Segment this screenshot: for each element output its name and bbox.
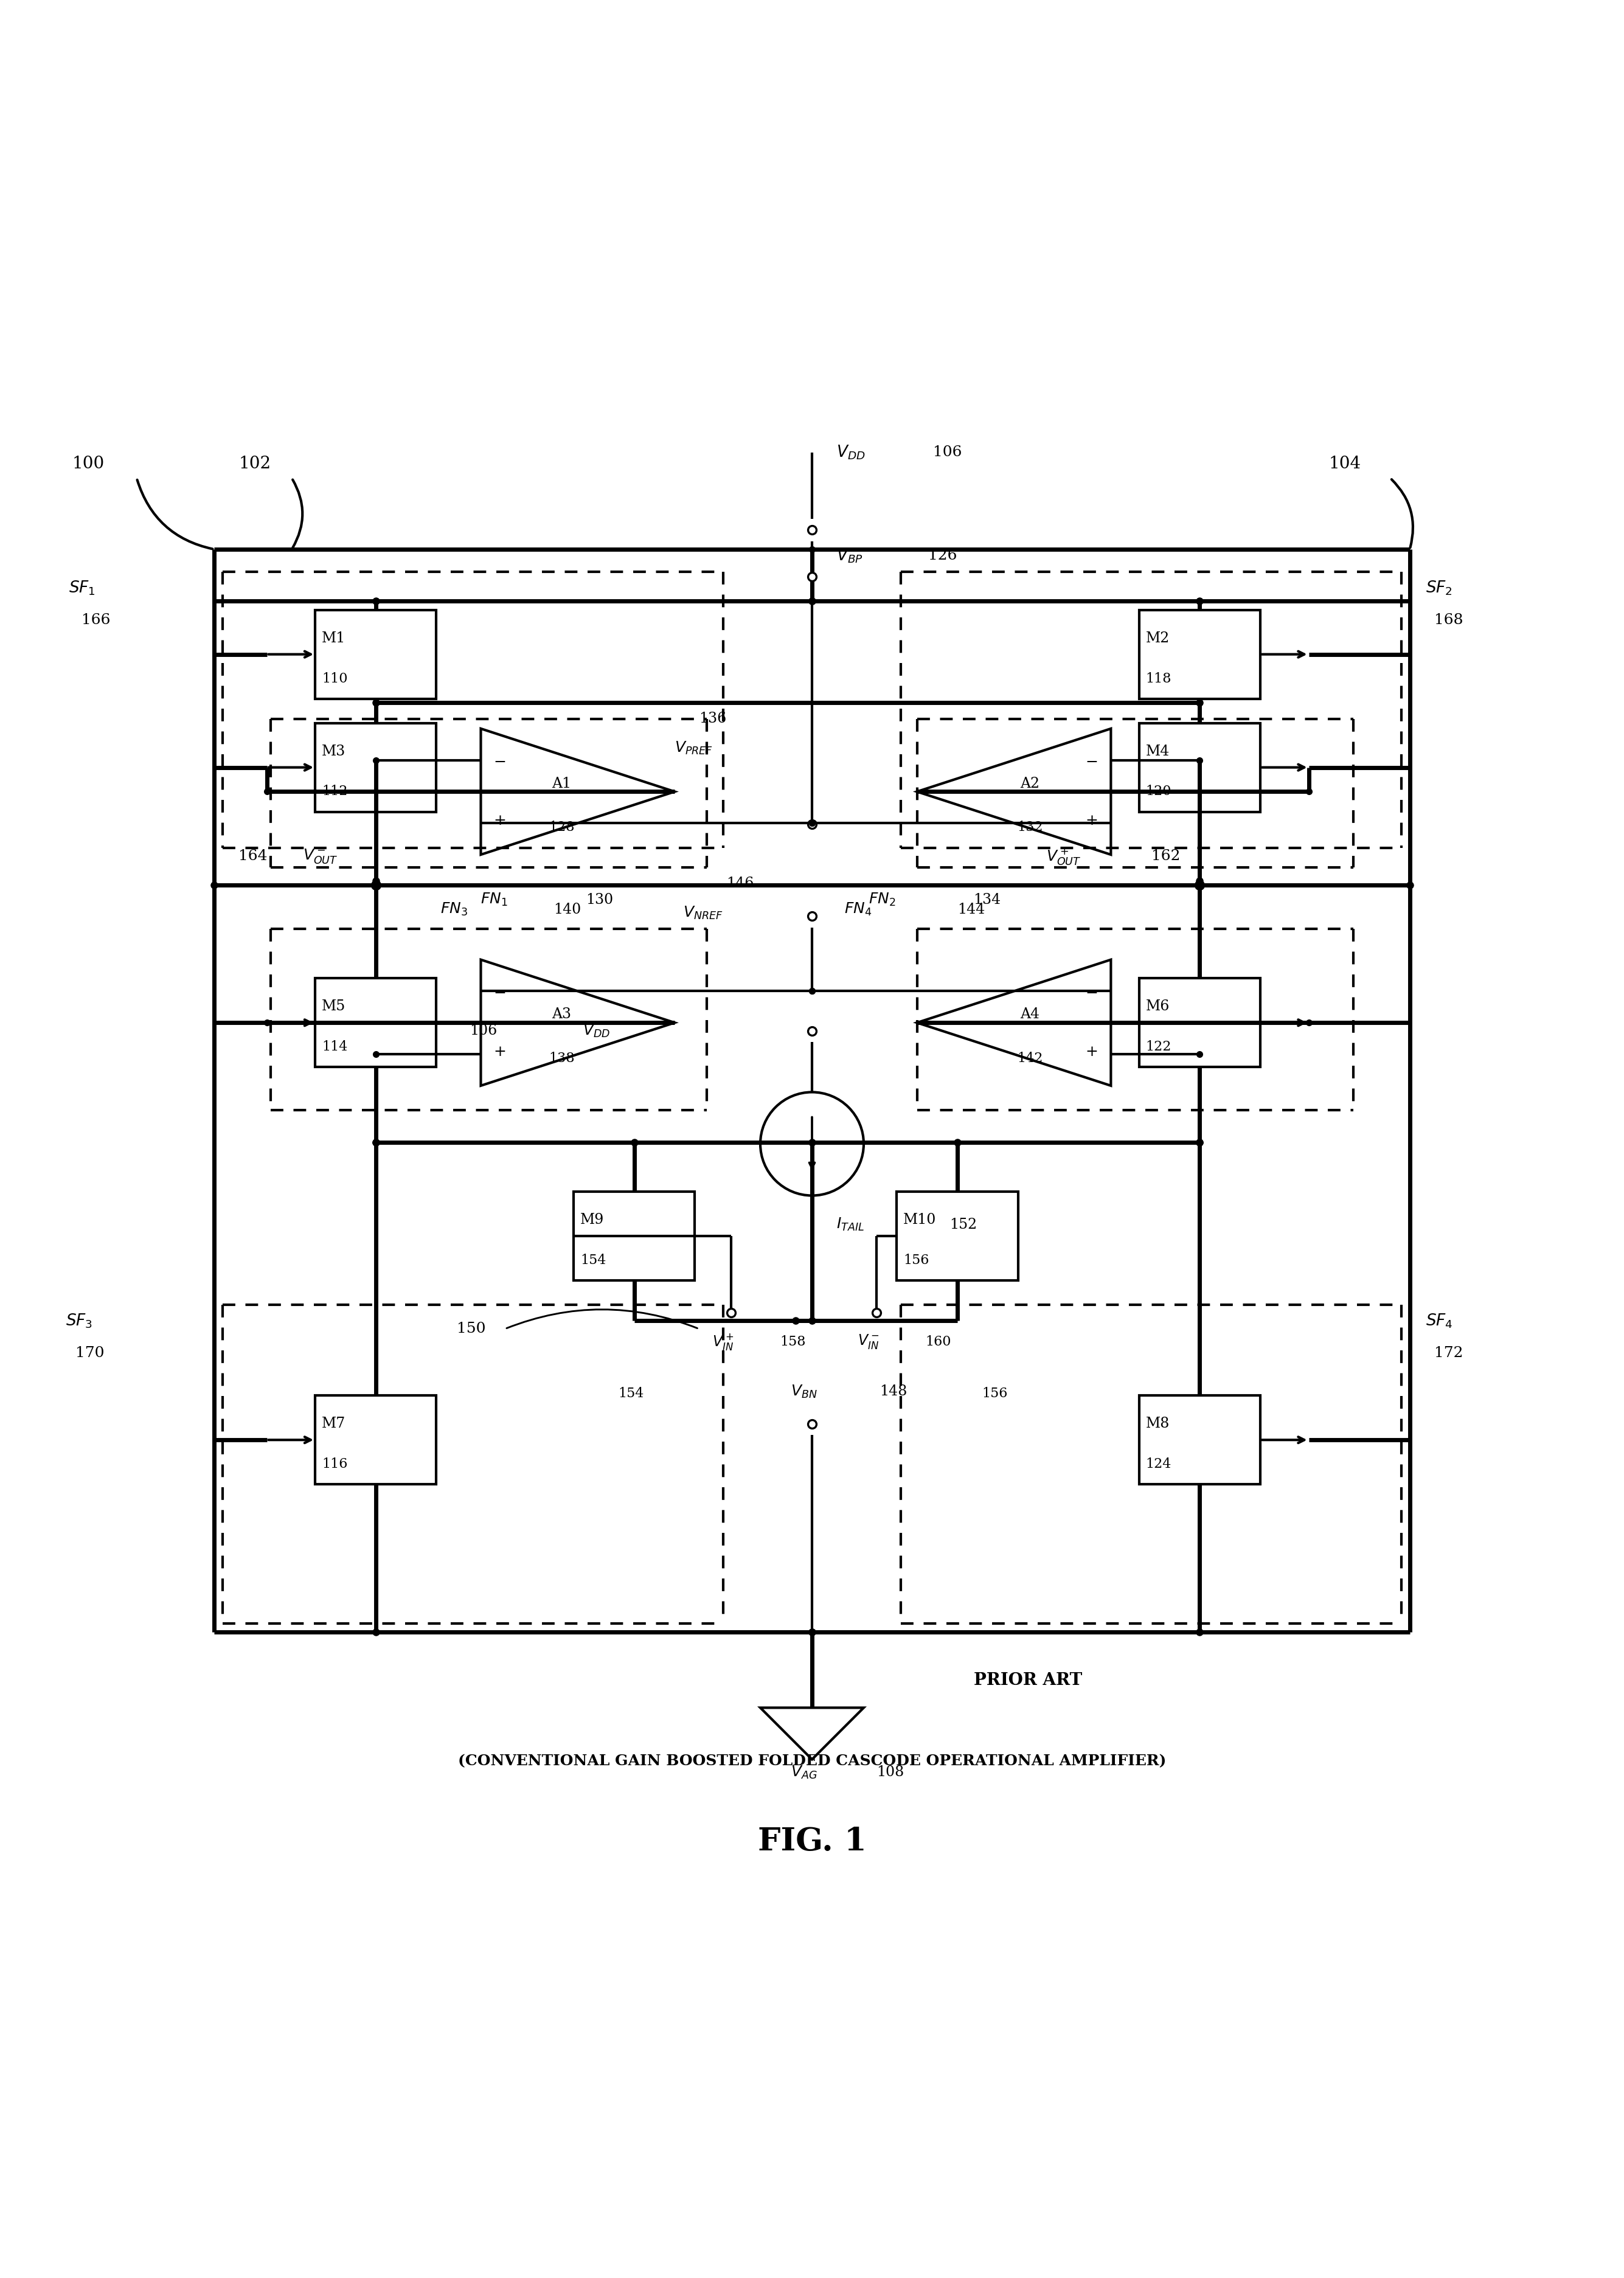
Text: 154: 154: [619, 1387, 643, 1401]
Text: $V^-_{IN}$: $V^-_{IN}$: [857, 1333, 879, 1351]
Text: A2: A2: [1020, 777, 1039, 790]
Text: $SF_3$: $SF_3$: [65, 1312, 93, 1330]
Text: +: +: [1085, 1046, 1098, 1059]
Bar: [315, 722, 437, 811]
Text: 118: 118: [1145, 672, 1171, 686]
Text: 162: 162: [1151, 850, 1181, 863]
Text: A4: A4: [1020, 1007, 1039, 1021]
Bar: [315, 1396, 437, 1485]
Text: 142: 142: [1017, 1052, 1043, 1064]
Text: M5: M5: [322, 1000, 346, 1014]
Text: 166: 166: [81, 613, 110, 626]
Text: $FN_2$: $FN_2$: [869, 893, 895, 909]
Text: $V^-_{OUT}$: $V^-_{OUT}$: [304, 847, 338, 866]
Text: 150: 150: [456, 1321, 486, 1335]
Text: 144: 144: [958, 902, 986, 916]
Text: 114: 114: [322, 1041, 348, 1055]
Text: 138: 138: [549, 1052, 575, 1064]
Text: 120: 120: [1145, 786, 1171, 797]
Text: 106: 106: [934, 446, 961, 460]
Text: 110: 110: [322, 672, 348, 686]
Text: 170: 170: [75, 1346, 104, 1360]
Bar: [315, 611, 437, 699]
Text: 172: 172: [1434, 1346, 1463, 1360]
Text: 134: 134: [973, 893, 1000, 907]
Text: $V^+_{OUT}$: $V^+_{OUT}$: [1046, 847, 1082, 866]
Text: $FN_4$: $FN_4$: [844, 902, 872, 918]
Text: M8: M8: [1145, 1417, 1169, 1431]
Text: 154: 154: [580, 1253, 606, 1267]
Text: 160: 160: [926, 1335, 952, 1349]
Text: M3: M3: [322, 745, 346, 759]
Text: 104: 104: [1328, 456, 1361, 472]
Text: 152: 152: [950, 1219, 978, 1232]
Text: 156: 156: [903, 1253, 929, 1267]
Text: M1: M1: [322, 631, 346, 645]
Text: 168: 168: [1434, 613, 1463, 626]
Text: $V_{NREF}$: $V_{NREF}$: [682, 904, 723, 920]
Text: (CONVENTIONAL GAIN BOOSTED FOLDED CASCODE OPERATIONAL AMPLIFIER): (CONVENTIONAL GAIN BOOSTED FOLDED CASCOD…: [458, 1754, 1166, 1768]
Text: $FN_1$: $FN_1$: [481, 893, 508, 909]
Text: FIG. 1: FIG. 1: [758, 1827, 866, 1857]
Text: 106: 106: [469, 1023, 497, 1039]
Bar: [315, 977, 437, 1066]
Text: 158: 158: [780, 1335, 806, 1349]
Bar: [1138, 722, 1260, 811]
Text: 130: 130: [586, 893, 614, 907]
Text: +: +: [494, 1046, 507, 1059]
Bar: [1138, 611, 1260, 699]
Text: 128: 128: [549, 820, 575, 834]
Text: 116: 116: [322, 1458, 348, 1472]
Text: M2: M2: [1145, 631, 1169, 645]
Text: −: −: [1085, 986, 1098, 1000]
Text: $V_{BP}$: $V_{BP}$: [836, 547, 862, 565]
Text: M4: M4: [1145, 745, 1169, 759]
Text: A3: A3: [552, 1007, 572, 1021]
Text: $V_{DD}$: $V_{DD}$: [836, 444, 866, 460]
Text: 100: 100: [71, 456, 104, 472]
Text: 164: 164: [239, 850, 268, 863]
Text: $V_{AG}$: $V_{AG}$: [791, 1765, 817, 1781]
Text: −: −: [494, 756, 507, 770]
Text: +: +: [1085, 813, 1098, 827]
Text: $SF_2$: $SF_2$: [1426, 579, 1452, 597]
Text: $SF_1$: $SF_1$: [68, 579, 96, 597]
Bar: [1138, 977, 1260, 1066]
Text: −: −: [494, 986, 507, 1000]
Text: M7: M7: [322, 1417, 346, 1431]
Text: 112: 112: [322, 786, 348, 797]
Text: $V_{BN}$: $V_{BN}$: [791, 1383, 817, 1399]
Text: $V^+_{IN}$: $V^+_{IN}$: [713, 1333, 734, 1351]
Text: PRIOR ART: PRIOR ART: [973, 1672, 1082, 1688]
Text: 124: 124: [1145, 1458, 1171, 1472]
Text: M9: M9: [580, 1212, 604, 1228]
Text: $I_{TAIL}$: $I_{TAIL}$: [836, 1216, 864, 1232]
Text: 156: 156: [981, 1387, 1007, 1401]
Text: $V_{PREF}$: $V_{PREF}$: [674, 740, 713, 756]
Text: 146: 146: [726, 877, 754, 891]
Text: M6: M6: [1145, 1000, 1169, 1014]
Text: 136: 136: [698, 713, 726, 727]
Text: −: −: [1085, 756, 1098, 770]
Text: 126: 126: [929, 549, 957, 563]
Text: 132: 132: [1017, 820, 1043, 834]
Bar: [1138, 1396, 1260, 1485]
Text: 108: 108: [877, 1765, 905, 1779]
Text: 148: 148: [880, 1385, 908, 1399]
Text: $FN_3$: $FN_3$: [440, 902, 468, 918]
Text: 140: 140: [554, 902, 581, 916]
Text: 102: 102: [239, 456, 271, 472]
Text: $V_{DD}$: $V_{DD}$: [583, 1023, 611, 1039]
Text: 122: 122: [1145, 1041, 1171, 1055]
Text: M10: M10: [903, 1212, 937, 1228]
Bar: [573, 1191, 695, 1280]
Text: +: +: [494, 813, 507, 827]
Text: $SF_4$: $SF_4$: [1426, 1312, 1453, 1330]
Text: A1: A1: [552, 777, 572, 790]
Bar: [896, 1191, 1018, 1280]
